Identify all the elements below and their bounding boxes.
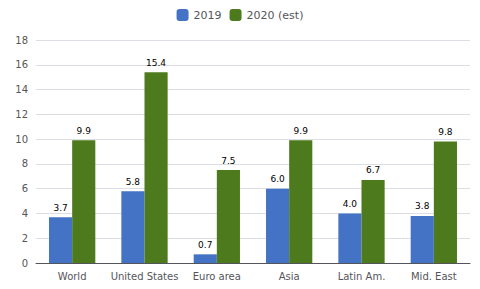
svg-text:9.8: 9.8 [438, 127, 453, 137]
svg-text:18: 18 [15, 35, 28, 46]
svg-text:0.7: 0.7 [198, 240, 212, 250]
svg-text:2020 (est): 2020 (est) [247, 9, 304, 22]
svg-text:Asia: Asia [279, 271, 300, 282]
svg-text:6: 6 [22, 183, 28, 194]
svg-text:9.9: 9.9 [294, 126, 309, 136]
svg-text:3.8: 3.8 [415, 201, 430, 211]
svg-text:3.7: 3.7 [53, 203, 67, 213]
svg-text:United States: United States [111, 271, 179, 282]
svg-text:0: 0 [22, 258, 28, 269]
svg-text:2: 2 [22, 233, 28, 244]
svg-text:Latin Am.: Latin Am. [338, 271, 386, 282]
svg-text:7.5: 7.5 [221, 156, 235, 166]
svg-text:10: 10 [15, 134, 28, 145]
svg-text:15.4: 15.4 [146, 58, 166, 68]
svg-text:6.0: 6.0 [270, 174, 285, 184]
svg-text:5.8: 5.8 [126, 177, 141, 187]
svg-text:2019: 2019 [194, 9, 222, 22]
svg-text:16: 16 [15, 59, 28, 70]
svg-text:9.9: 9.9 [77, 126, 92, 136]
svg-text:12: 12 [15, 109, 28, 120]
svg-text:Mid. East: Mid. East [411, 271, 457, 282]
svg-text:6.7: 6.7 [366, 165, 380, 175]
svg-text:4: 4 [22, 208, 28, 219]
svg-text:8: 8 [22, 158, 28, 169]
svg-text:4.0: 4.0 [343, 199, 358, 209]
svg-text:Euro area: Euro area [193, 271, 241, 282]
svg-text:World: World [58, 271, 87, 282]
svg-text:14: 14 [15, 84, 28, 95]
